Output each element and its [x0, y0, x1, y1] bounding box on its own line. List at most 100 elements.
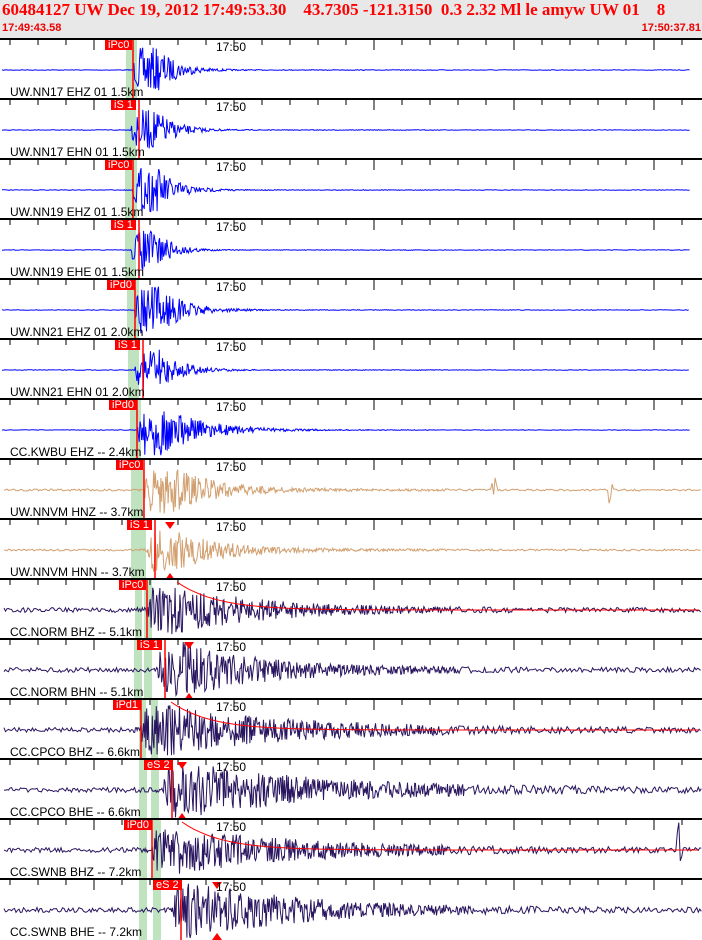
seismogram-trace — [1, 230, 690, 271]
s-marker-bottom-icon[interactable] — [212, 933, 222, 940]
time-label: 17:50 — [216, 760, 247, 774]
phase-pick-label[interactable]: iPc0 — [119, 580, 147, 591]
time-label: 17:50 — [216, 340, 247, 354]
s-marker-top-icon[interactable] — [184, 642, 194, 649]
waveform — [3, 580, 701, 640]
channel-panel[interactable]: 17:50 UW.NNVM HNZ -- 3.7km iPc0 — [0, 458, 702, 520]
channel-panel[interactable]: 17:50 UW.NNVM HNN -- 3.7km iS 1 — [0, 518, 702, 580]
channel-panel[interactable]: 17:50 UW.NN21 EHZ 01 2.0km iPd0 — [0, 278, 702, 340]
seismogram-trace — [1, 109, 690, 149]
time-label: 17:50 — [216, 280, 247, 294]
channel-label: CC.NORM BHN -- 5.1km — [10, 685, 144, 699]
phase-pick-label[interactable]: iS 1 — [111, 220, 136, 231]
waveform — [3, 880, 702, 940]
seismogram-trace — [3, 822, 702, 874]
phase-pick-label[interactable]: iS 1 — [111, 100, 136, 111]
time-label: 17:50 — [216, 700, 247, 714]
channel-label: CC.KWBU EHZ -- 2.4km — [10, 445, 142, 459]
seismogram-trace — [3, 469, 701, 514]
time-label: 17:50 — [216, 220, 247, 234]
channel-label: UW.NN17 EHN 01 1.5km — [10, 145, 145, 159]
time-label: 17:50 — [216, 820, 247, 834]
phase-pick-label[interactable]: iS 1 — [115, 340, 140, 351]
channel-label: CC.NORM BHZ -- 5.1km — [10, 625, 142, 639]
channel-label: UW.NN21 EHN 01 2.0km — [10, 385, 145, 399]
phase-pick-label[interactable]: iPd0 — [109, 400, 138, 411]
pick-window — [144, 640, 152, 700]
s-marker-top-icon[interactable] — [212, 882, 222, 889]
seismogram-trace — [2, 167, 690, 213]
s-marker-top-icon[interactable] — [177, 762, 187, 769]
phase-pick-label[interactable]: iS 1 — [137, 640, 162, 651]
start-time: 17:49:43.58 — [2, 22, 62, 34]
channel-label: UW.NN19 EHZ 01 1.5km — [10, 205, 144, 219]
end-time: 17:50:37.81 — [641, 22, 701, 34]
time-label: 17:50 — [216, 460, 247, 474]
channel-label: UW.NNVM HNZ -- 3.7km — [10, 505, 144, 519]
waveform — [3, 700, 701, 760]
channel-panel[interactable]: 17:50 UW.NN19 EHZ 01 1.5km iPc0 — [0, 158, 702, 220]
phase-pick-label[interactable]: iPc0 — [116, 460, 144, 471]
channel-panel[interactable]: 17:50 CC.KWBU EHZ -- 2.4km iPd0 — [0, 398, 702, 460]
channel-label: UW.NN21 EHZ 01 2.0km — [10, 325, 144, 339]
waveform — [3, 520, 701, 580]
channel-label: CC.CPCO BHE -- 6.6km — [10, 805, 141, 819]
seismogram-trace — [3, 642, 701, 697]
channel-panel[interactable]: 17:50 CC.SWNB BHZ -- 7.2km iPd0 — [0, 818, 702, 880]
channel-label: CC.CPCO BHZ -- 6.6km — [10, 745, 141, 759]
waveform — [1, 40, 690, 100]
seismogram-trace — [1, 411, 690, 456]
channel-panel[interactable]: 17:50 UW.NN17 EHZ 01 1.5km iPc0 — [0, 38, 702, 100]
channel-panel[interactable]: 17:50 UW.NN17 EHN 01 1.5km iS 1 — [0, 98, 702, 160]
time-label: 17:50 — [216, 100, 247, 114]
channel-label: UW.NNVM HNN -- 3.7km — [10, 565, 145, 579]
pick-window — [134, 640, 142, 700]
phase-pick-label[interactable]: iPd0 — [124, 820, 153, 831]
waveform — [3, 460, 701, 520]
phase-pick-label[interactable]: iS 1 — [127, 520, 152, 531]
channel-panel[interactable]: 17:50 CC.NORM BHN -- 5.1km iS 1 — [0, 638, 702, 700]
phase-pick-label[interactable]: eS 2 — [153, 880, 182, 891]
channel-panel[interactable]: 17:50 CC.NORM BHZ -- 5.1km iPc0 — [0, 578, 702, 640]
channel-panel[interactable]: 17:50 CC.CPCO BHE -- 6.6km eS 2 — [0, 758, 702, 820]
seismogram-trace — [3, 530, 701, 573]
time-label: 17:50 — [216, 520, 247, 534]
channel-label: UW.NN17 EHZ 01 1.5km — [10, 85, 144, 99]
channel-label: CC.SWNB BHZ -- 7.2km — [10, 865, 142, 879]
time-label: 17:50 — [216, 40, 247, 54]
pick-window — [151, 760, 159, 820]
coda-envelope — [176, 581, 699, 611]
waveform — [1, 220, 690, 280]
channel-panel[interactable]: 17:50 CC.SWNB BHE -- 7.2km eS 2 — [0, 878, 702, 940]
channel-label: UW.NN19 EHE 01 1.5km — [10, 265, 145, 279]
channel-panel[interactable]: 17:50 UW.NN21 EHN 01 2.0km iS 1 — [0, 338, 702, 400]
channel-label: CC.SWNB BHE -- 7.2km — [10, 925, 143, 939]
seismogram-trace — [1, 286, 689, 334]
phase-pick-label[interactable]: iPc0 — [105, 40, 133, 51]
time-label: 17:50 — [216, 580, 247, 594]
pick-window — [139, 880, 147, 940]
phase-pick-label[interactable]: iPc0 — [105, 160, 133, 171]
time-label: 17:50 — [216, 400, 247, 414]
time-label: 17:50 — [216, 640, 247, 654]
time-label: 17:50 — [216, 880, 247, 894]
seismogram-trace — [3, 883, 702, 939]
event-title: 60484127 UW Dec 19, 2012 17:49:53.30 43.… — [2, 0, 666, 19]
waveform — [3, 820, 702, 880]
waveform — [1, 100, 690, 160]
time-label: 17:50 — [216, 160, 247, 174]
channel-panel[interactable]: 17:50 UW.NN19 EHE 01 1.5km iS 1 — [0, 218, 702, 280]
seismogram-trace — [1, 349, 689, 390]
seismogram-trace — [1, 47, 690, 91]
phase-pick-label[interactable]: iPd0 — [107, 280, 136, 291]
seismogram-trace — [3, 764, 702, 818]
waveform — [3, 760, 702, 820]
pick-window — [139, 760, 147, 820]
phase-pick-label[interactable]: eS 2 — [144, 760, 173, 771]
waveform — [1, 340, 689, 400]
waveform — [2, 160, 690, 220]
waveform — [1, 280, 689, 340]
channel-panel[interactable]: 17:50 CC.CPCO BHZ -- 6.6km iPd1 — [0, 698, 702, 760]
phase-pick-label[interactable]: iPd1 — [113, 700, 142, 711]
s-marker-top-icon[interactable] — [165, 522, 175, 529]
